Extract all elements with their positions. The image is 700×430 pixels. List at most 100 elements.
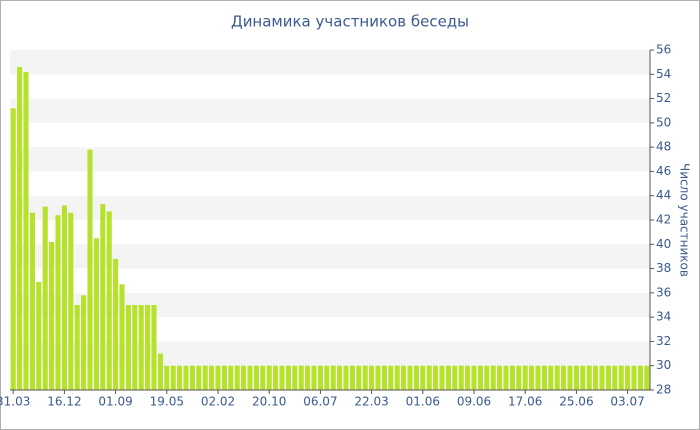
bar: [497, 365, 503, 390]
bar: [407, 365, 413, 390]
x-tick-label: 19.05: [150, 395, 184, 409]
bar: [10, 108, 16, 391]
bar: [413, 365, 419, 390]
x-tick-label: 06.07: [303, 395, 337, 409]
bar: [209, 365, 215, 390]
bar: [343, 365, 349, 390]
x-tick-label: 22.03: [354, 395, 388, 409]
bar: [330, 365, 336, 390]
bar: [202, 365, 208, 390]
y-tick-label: 46: [656, 164, 671, 178]
bar: [266, 365, 272, 390]
bar: [247, 365, 253, 390]
bar: [394, 365, 400, 390]
bar: [100, 204, 106, 390]
bar: [369, 365, 375, 390]
x-tick-label: 09.06: [457, 395, 491, 409]
bar: [554, 365, 560, 390]
bar: [196, 365, 202, 390]
y-tick-label: 48: [656, 140, 671, 154]
bar: [356, 365, 362, 390]
bar: [548, 365, 554, 390]
y-tick-label: 40: [656, 237, 671, 251]
bar: [157, 353, 163, 390]
x-tick-label: 20.10: [252, 395, 286, 409]
grid-band: [10, 147, 650, 172]
x-tick-label: 16.12: [47, 395, 81, 409]
y-tick-label: 36: [656, 285, 671, 299]
bar: [605, 365, 611, 390]
x-tick-label: 17.06: [508, 395, 542, 409]
y-tick-label: 44: [656, 188, 671, 202]
bar: [87, 149, 93, 390]
y-tick-label: 32: [656, 334, 671, 348]
bar: [145, 305, 151, 390]
bar: [93, 238, 99, 390]
bar: [580, 365, 586, 390]
bar: [285, 365, 291, 390]
bar: [36, 281, 42, 390]
bar: [567, 365, 573, 390]
bar: [599, 365, 605, 390]
bar: [401, 365, 407, 390]
y-axis-title: Число участников: [678, 163, 692, 277]
grid-band: [10, 341, 650, 366]
y-tick-label: 52: [656, 91, 671, 105]
bar: [68, 212, 74, 390]
bar: [477, 365, 483, 390]
bar: [593, 365, 599, 390]
bar: [317, 365, 323, 390]
bar: [561, 365, 567, 390]
bar: [305, 365, 311, 390]
bar: [324, 365, 330, 390]
bar: [381, 365, 387, 390]
bar: [74, 305, 80, 390]
x-tick-label: 31.03: [0, 395, 30, 409]
bar: [362, 365, 368, 390]
y-tick-label: 42: [656, 213, 671, 227]
bar: [573, 365, 579, 390]
bar: [541, 365, 547, 390]
bar: [337, 365, 343, 390]
bar: [119, 284, 125, 390]
bar: [125, 305, 131, 390]
bar: [586, 365, 592, 390]
bar: [42, 206, 48, 390]
bar: [426, 365, 432, 390]
bar: [612, 365, 618, 390]
bar: [471, 365, 477, 390]
bar: [509, 365, 515, 390]
bar: [433, 365, 439, 390]
bar: [349, 365, 355, 390]
bar: [106, 211, 112, 390]
bar: [260, 365, 266, 390]
bar: [522, 365, 528, 390]
bar: [29, 212, 35, 390]
bar: [164, 365, 170, 390]
bar: [55, 215, 61, 390]
grid-band: [10, 98, 650, 123]
x-tick-label: 25.06: [559, 395, 593, 409]
bar: [458, 365, 464, 390]
bar: [445, 365, 451, 390]
grid-band: [10, 195, 650, 220]
bar: [132, 305, 138, 390]
bar: [81, 295, 87, 390]
bar: [228, 365, 234, 390]
grid-band: [10, 244, 650, 269]
bar: [23, 71, 29, 390]
bar: [273, 365, 279, 390]
bar: [420, 365, 426, 390]
bar: [529, 365, 535, 390]
y-tick-label: 50: [656, 115, 671, 129]
bar: [279, 365, 285, 390]
bar: [465, 365, 471, 390]
bar: [177, 365, 183, 390]
bar: [535, 365, 541, 390]
y-tick-label: 56: [656, 43, 671, 57]
bar: [170, 365, 176, 390]
bar: [234, 365, 240, 390]
bar: [61, 205, 67, 390]
x-tick-label: 03.07: [610, 395, 644, 409]
